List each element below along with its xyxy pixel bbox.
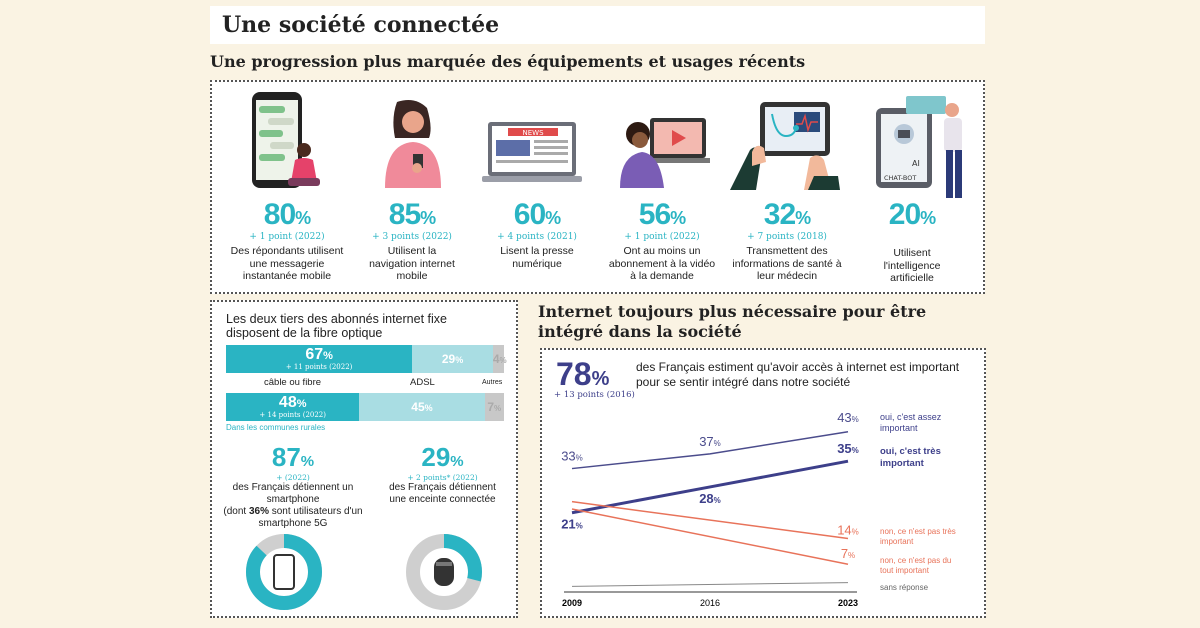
stat-desc: Lisent la presse numérique: [500, 245, 574, 270]
point-label-2-2: 14%: [837, 522, 859, 537]
integration-value: 78%: [556, 356, 610, 392]
stat-pct: %: [795, 208, 811, 228]
fibre-bar-national: 67% + 11 points (2022) 29% 4%: [226, 345, 507, 373]
label-rural: Dans les communes rurales: [226, 423, 326, 432]
fibre-bar-rural: 48% + 14 points (2022) 45% 7%: [226, 393, 504, 421]
title-bar: Une société connectée: [210, 6, 985, 44]
stat-pct: %: [545, 208, 561, 228]
bar-segment-adsl: 29%: [412, 345, 493, 373]
stat-speaker: 29% + 2 points* (2022) des Français déti…: [389, 442, 496, 505]
page-title: Une société connectée: [222, 12, 500, 38]
stat-health: 32% + 7 points (2018) Transmettent des i…: [722, 198, 852, 283]
x-tick-2009: 2009: [562, 598, 582, 608]
fibre-title: Les deux tiers des abonnés internet fixe…: [226, 312, 447, 340]
stat-messaging: 80% + 1 point (2022) Des répondants util…: [222, 198, 352, 283]
integration-line-chart: 33% 37% 43% 21% 28% 35% 14% 7% 2009 2016 2023: [561, 410, 859, 608]
bar-segment-adsl: 45%: [359, 393, 485, 421]
phone-messaging-icon: [252, 92, 320, 188]
stat-ai: 20% Utilisent l'intelligence artificiell…: [847, 198, 977, 285]
point-label-0-1: 37%: [699, 434, 721, 449]
ai-chatbot-icon: AI CHAT-BOT: [876, 96, 962, 198]
section2-title: Internet toujours plus nécessaire pour ê…: [538, 302, 927, 341]
stat-mobile-browsing: 85% + 3 points (2022) Utilisent la navig…: [347, 198, 477, 283]
tablet-health-icon: [730, 102, 840, 190]
legend-pas-tres-important: non, ce n'est pas très important: [880, 527, 956, 546]
stat-desc: Des répondants utilisent une messagerie …: [230, 245, 344, 282]
stat-value: 60: [513, 198, 546, 231]
point-label-1-0: 21%: [561, 517, 583, 532]
bar-segment-autres: 7%: [484, 393, 504, 421]
video-on-demand-icon: [620, 118, 710, 188]
point-label-3-2: 7%: [841, 546, 855, 561]
stat-change: + 3 points (2022): [372, 232, 452, 242]
stat-digital-press: 60% + 4 points (2021) Lisent la presse n…: [472, 198, 602, 270]
stat-pct: %: [670, 208, 686, 228]
series-line-0: [571, 431, 849, 470]
point-label-1-1: 28%: [699, 491, 721, 506]
stat-desc: Utilisent la navigation internet mobile: [369, 245, 455, 282]
stat-smartphone: 87% + (2022) des Français détiennent un …: [223, 442, 363, 529]
speaker-donut-fill: [406, 534, 482, 610]
stat-change: + 1 point (2022): [249, 232, 325, 242]
x-tick-2023: 2023: [838, 598, 858, 608]
legend-assez-important: oui, c'est assez important: [880, 412, 942, 433]
point-label-1-2: 35%: [837, 441, 859, 456]
section1-title: Une progression plus marquée des équipem…: [210, 52, 806, 71]
bar-segment-autres: 4%: [492, 345, 507, 373]
stat-pct: %: [920, 208, 936, 228]
stat-value: 80: [263, 198, 296, 231]
integration-panel: [540, 348, 986, 618]
bar-segment-fibre: 48% + 14 points (2022): [226, 393, 360, 421]
legend-pas-du-tout: non, ce n'est pas du tout important: [880, 556, 952, 575]
bar-segment-fibre: 67% + 11 points (2022): [226, 345, 413, 373]
stat-change: + 4 points (2021): [497, 232, 577, 242]
smartphone-donut-fill: [246, 534, 322, 610]
smartphone-donut: [246, 534, 322, 610]
x-tick-2016: 2016: [700, 598, 720, 608]
integration-desc: des Français estiment qu'avoir accès à i…: [636, 360, 960, 389]
label-adsl: ADSL: [410, 377, 435, 388]
label-fibre: câble ou fibre: [264, 377, 322, 388]
usage-stats-panel: [210, 80, 985, 294]
smartphone-icon: [273, 554, 295, 590]
legend-sans-reponse: sans réponse: [880, 583, 929, 592]
stat-pct: %: [295, 208, 311, 228]
point-label-0-2: 43%: [837, 410, 859, 425]
laptop-news-icon: NEWS: [482, 122, 582, 182]
stat-pct: %: [420, 208, 436, 228]
integration-change: + 13 points (2016): [554, 390, 635, 400]
legend-tres-important: oui, c'est très important: [880, 446, 941, 469]
series-line-4: [571, 582, 849, 587]
woman-phone-icon: [385, 100, 441, 188]
series-line-1: [571, 459, 849, 515]
stat-desc: Utilisent l'intelligence artificielle: [883, 247, 941, 284]
news-sign: NEWS: [522, 129, 544, 137]
stat-change: + 1 point (2022): [624, 232, 700, 242]
label-autres: Autres: [482, 379, 503, 386]
stat-value: 20: [888, 198, 921, 231]
series-line-2: [571, 500, 849, 540]
stat-change: + 7 points (2018): [747, 232, 827, 242]
chatbot-label: CHAT-BOT: [884, 174, 916, 182]
stat-vod: 56% + 1 point (2022) Ont au moins un abo…: [597, 198, 727, 283]
series-line-3: [571, 508, 849, 565]
stat-desc: Ont au moins un abonnement à la vidéo à …: [608, 245, 716, 282]
chatbot-ai-label: AI: [912, 159, 920, 168]
stat-value: 85: [388, 198, 421, 231]
stat-value: 56: [638, 198, 671, 231]
stat-value: 32: [763, 198, 796, 231]
stat-desc: Transmettent des informations de santé à…: [732, 245, 842, 282]
point-label-0-0: 33%: [561, 449, 583, 464]
speaker-donut: [406, 534, 482, 610]
